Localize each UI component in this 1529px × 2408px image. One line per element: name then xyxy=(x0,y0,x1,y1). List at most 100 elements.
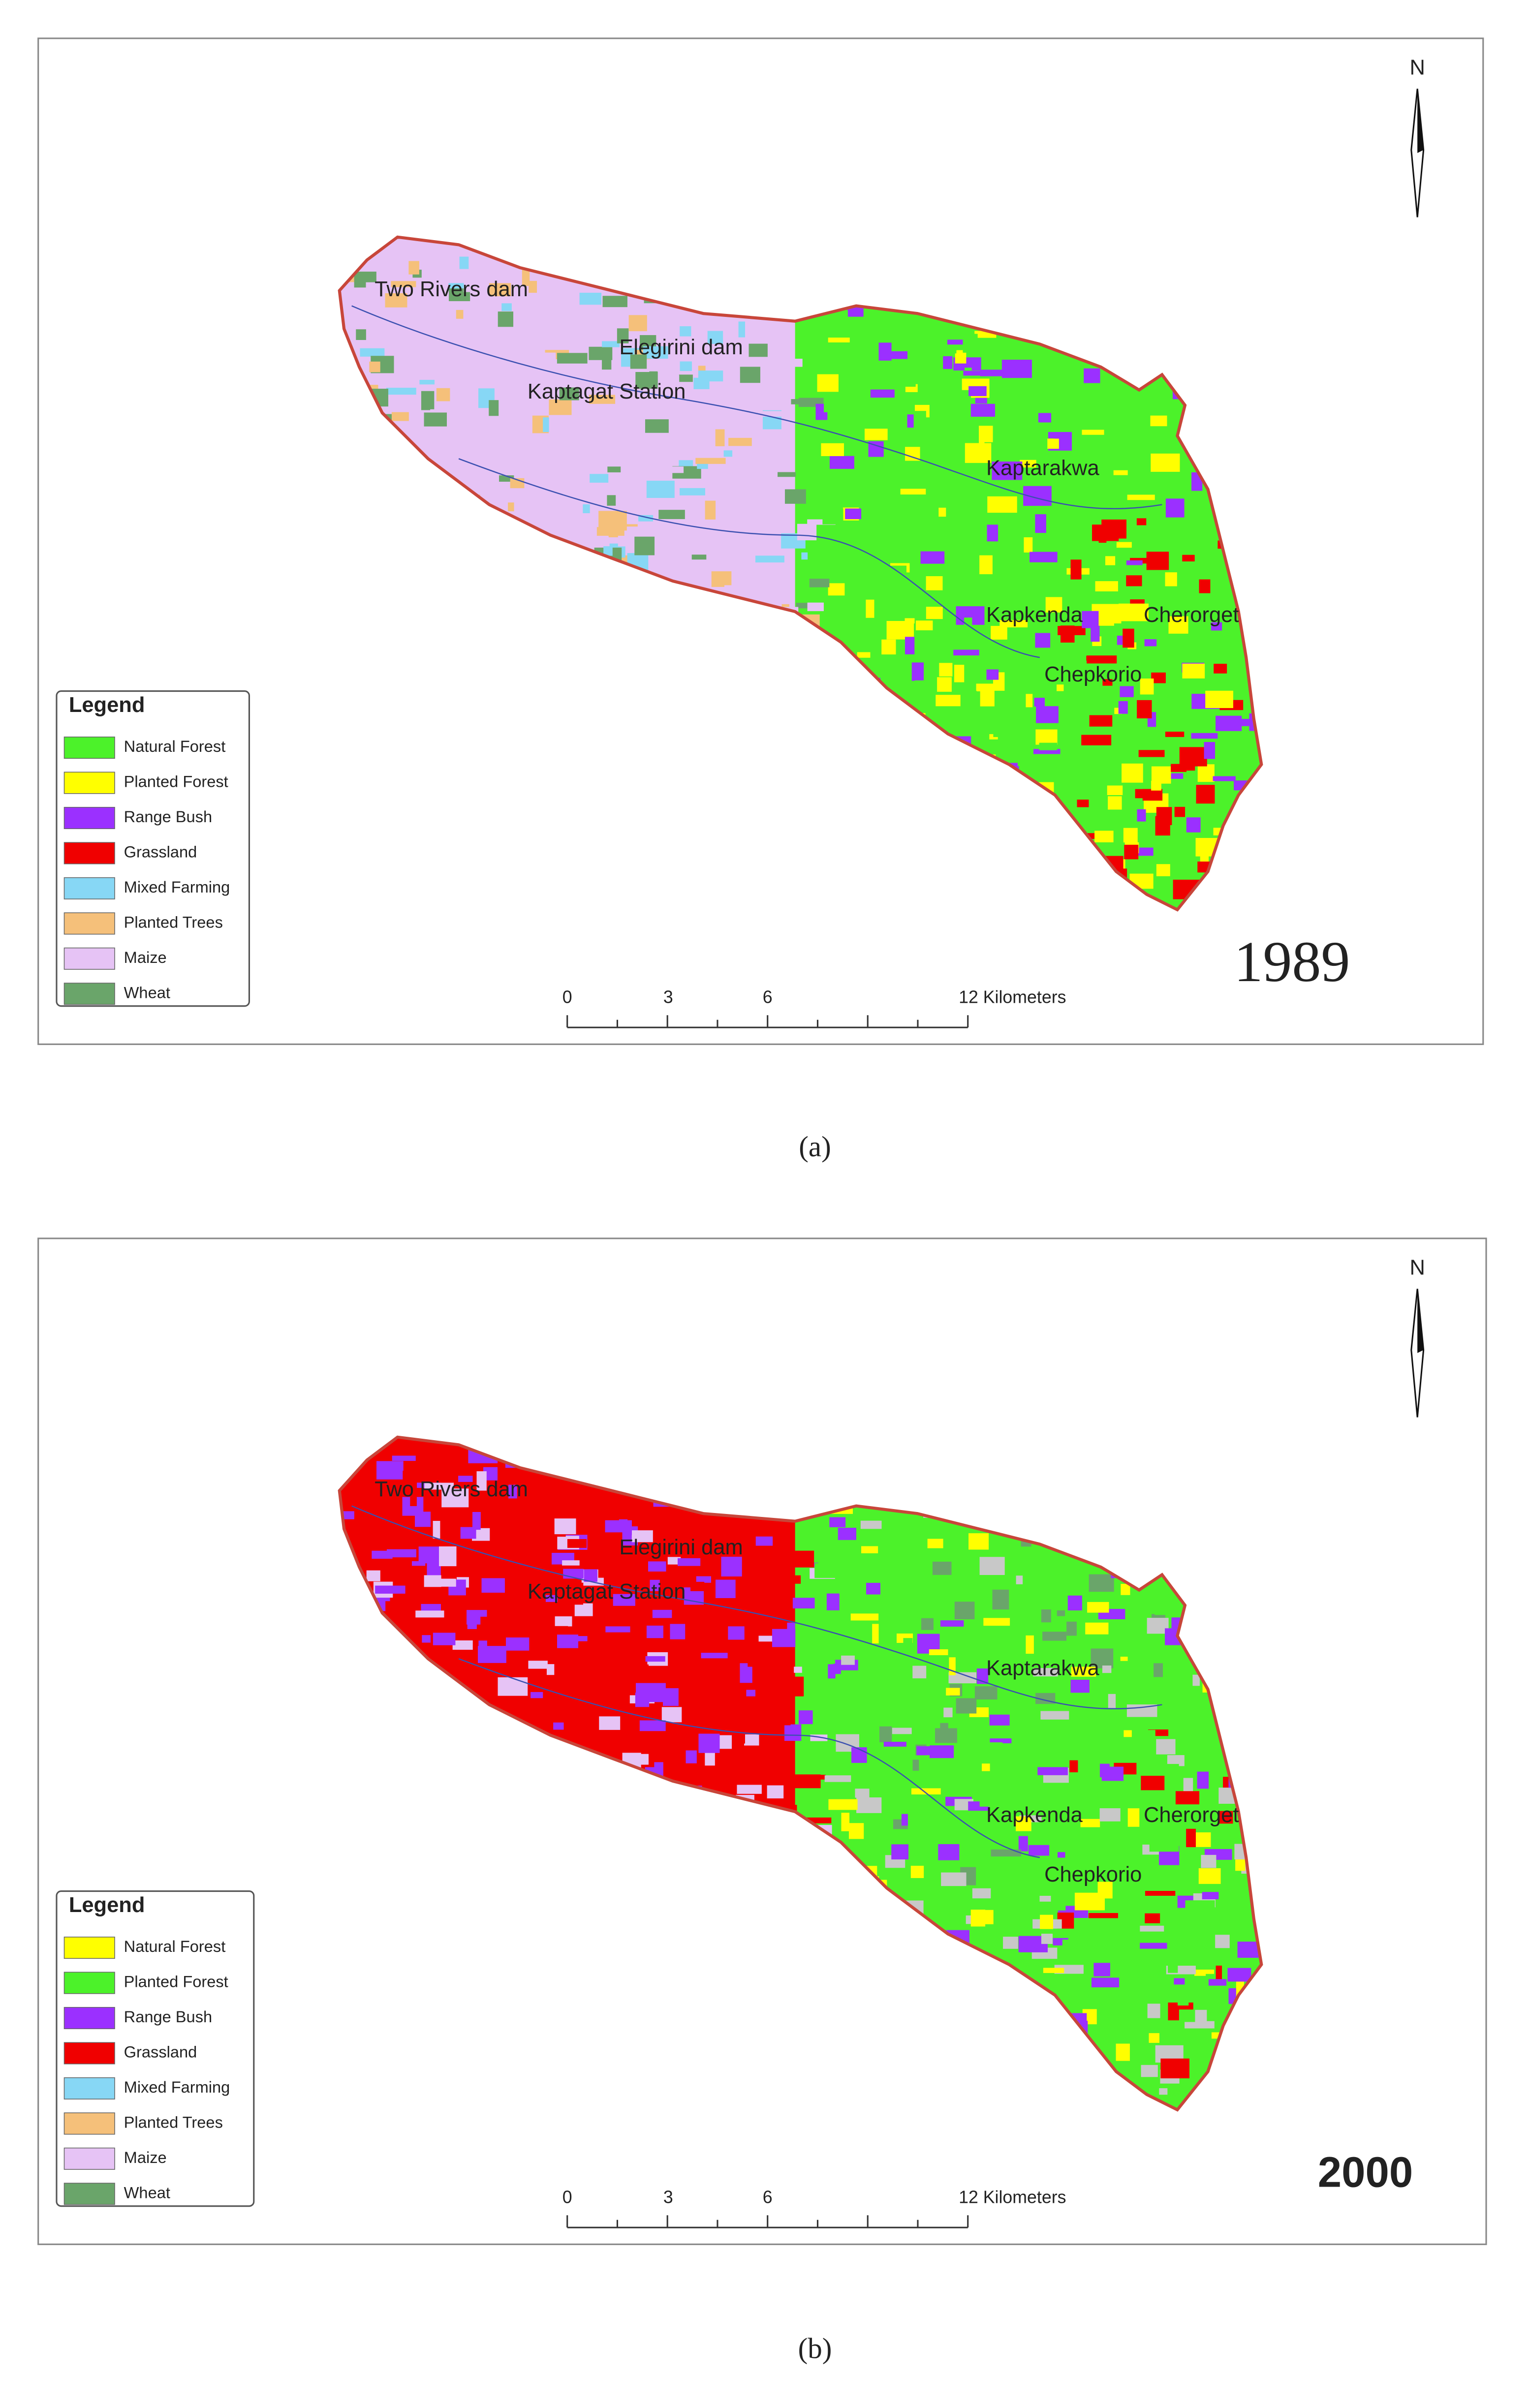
land-patch xyxy=(763,1797,784,1803)
land-patch xyxy=(916,527,923,547)
land-patch xyxy=(972,1888,991,1899)
land-patch xyxy=(678,1558,701,1566)
river xyxy=(351,305,1162,510)
legend-swatch xyxy=(63,912,115,935)
land-patch xyxy=(946,1688,960,1696)
land-patch xyxy=(661,1707,682,1723)
land-patch xyxy=(959,630,977,642)
map-panel: Two Rivers dam Elegirini dam Kaptagat Stat… xyxy=(37,1237,1487,2245)
land-patch xyxy=(1058,626,1086,635)
land-patch xyxy=(1035,1571,1055,1584)
land-patch xyxy=(926,576,943,590)
land-patch xyxy=(804,1817,832,1823)
land-patch xyxy=(914,680,944,686)
land-patch xyxy=(1186,758,1195,771)
land-patch xyxy=(1235,1856,1246,1871)
land-patch xyxy=(941,1872,967,1886)
land-patch xyxy=(924,1779,934,1789)
land-patch xyxy=(1080,1819,1100,1827)
land-patch xyxy=(744,1734,759,1746)
land-patch xyxy=(1126,560,1143,565)
land-patch xyxy=(840,310,848,330)
land-patch xyxy=(701,1653,728,1659)
scale-label: 6 xyxy=(763,988,773,1007)
land-patch xyxy=(639,1720,666,1731)
land-patch xyxy=(886,621,914,640)
land-patch xyxy=(956,1698,977,1714)
land-patch xyxy=(1108,1694,1116,1709)
map-panel: Two Rivers dam Elegirini dam Kaptagat Stat… xyxy=(37,37,1484,1045)
land-patch xyxy=(1094,831,1114,842)
land-patch xyxy=(391,412,409,421)
land-patch xyxy=(1091,1977,1120,1988)
land-patch xyxy=(715,1579,736,1598)
land-patch xyxy=(691,555,707,560)
land-patch xyxy=(512,1544,525,1564)
land-patch xyxy=(667,1557,681,1565)
land-patch xyxy=(679,460,693,467)
land-patch xyxy=(1140,1925,1164,1932)
land-patch xyxy=(1201,1854,1217,1868)
land-patch xyxy=(1186,1828,1196,1848)
land-patch xyxy=(619,498,625,506)
land-patch xyxy=(1130,2054,1141,2069)
land-patch xyxy=(979,426,993,444)
land-patch xyxy=(930,1745,954,1751)
land-patch xyxy=(857,534,871,550)
land-patch xyxy=(990,1738,1012,1744)
land-patch xyxy=(797,524,817,541)
land-patch xyxy=(824,393,847,412)
land-patch xyxy=(559,387,579,401)
land-patch xyxy=(598,511,627,531)
land-patch xyxy=(617,328,629,343)
land-patch xyxy=(1039,1895,1051,1902)
land-patch xyxy=(360,348,385,357)
land-patch xyxy=(1118,701,1128,714)
land-patch xyxy=(938,1844,960,1860)
land-patch xyxy=(376,1461,404,1480)
land-patch xyxy=(605,1626,630,1633)
land-patch xyxy=(1151,766,1171,784)
land-patch xyxy=(953,649,979,656)
land-patch xyxy=(793,1676,804,1697)
land-patch xyxy=(970,575,999,591)
land-patch xyxy=(356,285,364,300)
legend-label: Wheat xyxy=(124,2183,170,2201)
land-patch xyxy=(1057,478,1071,494)
year-label: 1989 xyxy=(1234,929,1350,994)
land-patch xyxy=(748,1661,770,1667)
land-patch xyxy=(1182,663,1205,679)
land-patch xyxy=(853,638,863,656)
land-patch xyxy=(1191,733,1218,739)
land-patch xyxy=(1034,698,1045,707)
place-label: Two Rivers dam xyxy=(374,278,528,301)
land-patch xyxy=(987,1742,1003,1761)
land-patch xyxy=(1081,735,1112,745)
land-patch xyxy=(681,1725,695,1730)
land-patch xyxy=(369,361,380,372)
land-patch xyxy=(949,1657,956,1675)
land-patch xyxy=(594,1532,623,1547)
land-patch xyxy=(991,626,1007,640)
legend-label: Range Bush xyxy=(124,807,212,826)
land-patch xyxy=(498,380,512,396)
land-patch xyxy=(1159,1988,1186,2000)
land-patch xyxy=(1040,1711,1069,1720)
land-patch xyxy=(818,1704,843,1722)
land-patch xyxy=(441,1488,469,1508)
land-patch xyxy=(480,373,495,388)
land-patch xyxy=(1016,1816,1031,1831)
land-patch xyxy=(926,607,943,619)
land-patch xyxy=(929,1649,948,1655)
land-patch xyxy=(791,399,804,404)
land-patch xyxy=(915,620,933,631)
land-patch xyxy=(1070,1679,1090,1693)
land-patch xyxy=(1122,763,1143,783)
land-patch xyxy=(543,417,549,432)
land-patch xyxy=(590,474,609,483)
land-patch xyxy=(1202,1744,1209,1762)
legend-label: Mixed Farming xyxy=(124,2078,230,2096)
land-patch xyxy=(821,1689,830,1698)
land-patch xyxy=(1165,732,1185,737)
land-patch xyxy=(1062,1641,1084,1653)
